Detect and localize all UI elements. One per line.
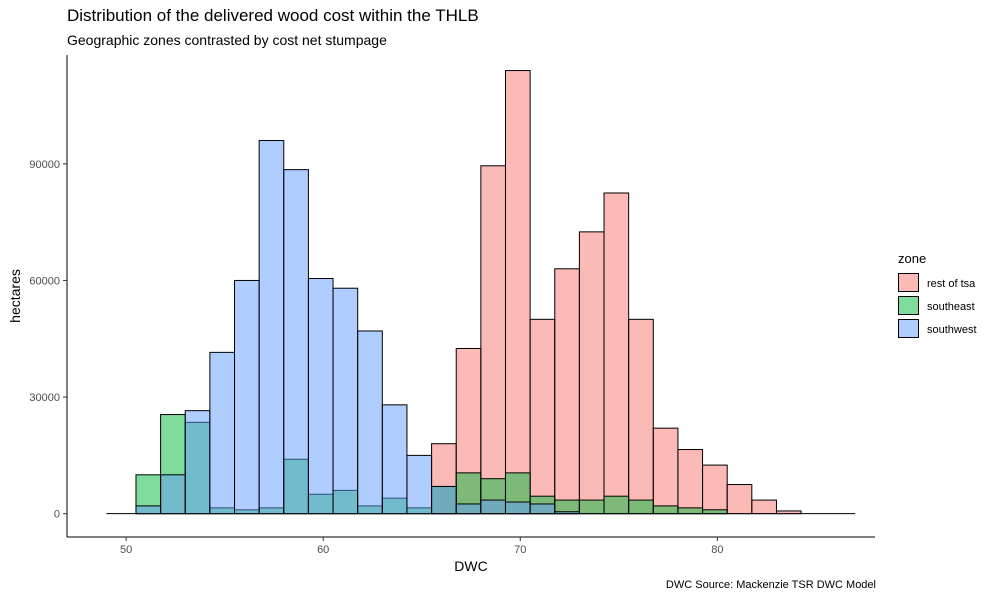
bar: [702, 509, 728, 515]
legend-item: southeast: [898, 296, 975, 315]
bar: [775, 510, 802, 515]
bar: [406, 454, 433, 515]
bar: [578, 231, 605, 515]
bar: [652, 427, 679, 515]
bar: [529, 503, 556, 515]
legend-item: rest of tsa: [898, 273, 976, 292]
chart-subtitle: Geographic zones contrasted by cost net …: [67, 32, 387, 48]
bar: [209, 351, 236, 515]
series-southwest: [135, 140, 580, 515]
bar: [628, 499, 654, 515]
legend-item: southwest: [898, 319, 977, 338]
bar: [283, 169, 309, 515]
bar: [554, 511, 580, 515]
bar: [455, 503, 482, 515]
bar: [160, 474, 186, 515]
bar: [332, 287, 359, 515]
bar: [184, 410, 211, 515]
bar: [529, 318, 556, 515]
bar: [504, 501, 531, 515]
bar: [726, 484, 753, 515]
legend-swatch: [898, 296, 919, 315]
legend-label: rest of tsa: [927, 278, 976, 290]
bar: [431, 485, 457, 515]
x-tick-label: 50: [120, 544, 132, 556]
legend-swatch: [898, 319, 919, 338]
bar: [480, 499, 506, 515]
bar: [603, 495, 630, 515]
bars-layer: [106, 70, 856, 515]
legend-swatch: [898, 273, 919, 292]
bar: [357, 330, 383, 515]
bar: [603, 192, 630, 515]
legend-label: southeast: [927, 301, 975, 313]
axes-layer: 0 30000 60000 90000 50 60 70 80 DWC hectares: [7, 55, 875, 574]
bar: [480, 165, 506, 515]
bar: [307, 278, 334, 515]
bar: [135, 505, 162, 515]
legend-label: southwest: [927, 324, 977, 336]
x-tick-label: 80: [711, 544, 723, 556]
y-tick-label: 60000: [29, 275, 60, 287]
series-rest-of-tsa: [431, 70, 802, 515]
chart-caption: DWC Source: Mackenzie TSR DWC Model: [665, 579, 876, 591]
bar: [702, 464, 728, 515]
y-axis-title: hectares: [7, 269, 23, 323]
x-tick-label: 60: [317, 544, 329, 556]
bar: [381, 404, 408, 515]
bar: [554, 268, 580, 515]
bar: [652, 505, 679, 515]
x-tick-label: 70: [514, 544, 526, 556]
bar: [628, 318, 654, 515]
bar: [258, 140, 285, 515]
y-tick-label: 0: [54, 509, 60, 521]
chart-title: Distribution of the delivered wood cost …: [67, 6, 479, 25]
legend-title: zone: [898, 251, 926, 266]
y-tick-label: 90000: [29, 159, 60, 171]
bar: [677, 507, 704, 515]
bar: [504, 70, 531, 515]
y-tick-label: 30000: [29, 392, 60, 404]
bar: [578, 499, 605, 515]
bar: [751, 499, 777, 515]
bar: [234, 279, 260, 515]
x-axis-title: DWC: [454, 558, 487, 574]
bar: [677, 449, 704, 515]
